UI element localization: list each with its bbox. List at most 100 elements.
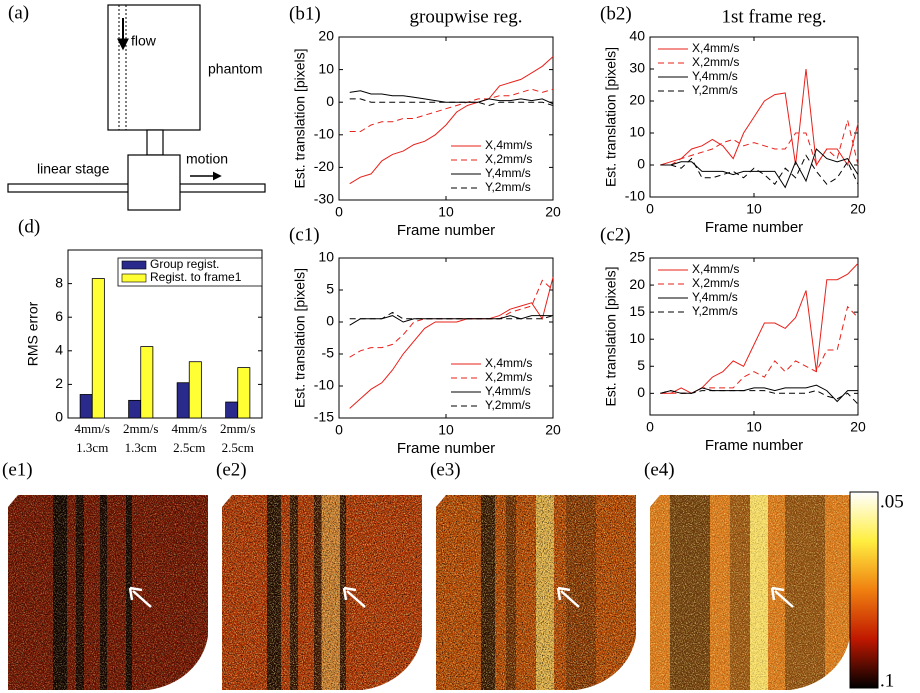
legend-label: X,4mm/s xyxy=(485,138,532,152)
bar xyxy=(91,278,105,419)
y-tick-label: 0 xyxy=(326,313,334,329)
stage-label: linear stage xyxy=(37,161,110,177)
x-tick-label: 10 xyxy=(438,422,454,438)
legend-label: Y,2mm/s xyxy=(485,180,531,194)
bar xyxy=(128,399,142,419)
series-line xyxy=(349,56,554,185)
y-tick-label: 0 xyxy=(637,384,645,400)
x-tick-label: 10 xyxy=(746,419,762,435)
y-tick-label: -15 xyxy=(314,409,334,425)
arrow-shaft xyxy=(346,590,366,608)
arrow-head xyxy=(342,586,357,601)
panel-label: (e1) xyxy=(2,459,33,480)
x-tick-label: 0 xyxy=(335,422,343,438)
y-tick-label: 20 xyxy=(629,92,645,108)
image-4 xyxy=(650,495,850,690)
series-line xyxy=(349,277,554,409)
x-tick-label: 4mm/s xyxy=(172,421,207,436)
y-axis-label: Est. translation [pixels] xyxy=(292,268,308,408)
legend-label: Y,4mm/s xyxy=(485,384,531,398)
legend-label: X,4mm/s xyxy=(692,262,739,276)
chart-title: groupwise reg. xyxy=(410,6,523,27)
x-tick-label: 0 xyxy=(646,201,654,217)
x-axis-label: Frame number xyxy=(705,219,803,236)
x-tick-label: 4mm/s xyxy=(75,421,110,436)
bar xyxy=(188,361,202,419)
legend-label: X,2mm/s xyxy=(692,276,739,290)
legend-label: Y,4mm/s xyxy=(692,69,738,83)
series-line xyxy=(660,390,859,405)
phantom-box xyxy=(107,4,201,131)
legend-label: X,2mm/s xyxy=(485,152,532,166)
bar xyxy=(79,394,93,419)
panel-label: (c1) xyxy=(289,224,320,245)
legend-swatch xyxy=(121,260,147,270)
bar xyxy=(237,367,251,419)
speckle-bright xyxy=(8,495,208,690)
legend-label: X,4mm/s xyxy=(692,41,739,55)
x-tick-sublabel: 2.5cm xyxy=(222,440,254,455)
x-tick-label: 2mm/s xyxy=(123,421,158,436)
setup-diagram: (a) flow phantom linear stage motion xyxy=(7,2,266,211)
x-axis-label: Frame number xyxy=(705,437,803,454)
image-3 xyxy=(436,495,636,690)
bar xyxy=(225,401,239,419)
y-tick-label: -10 xyxy=(314,126,334,142)
images: (e1) (e2) (e3) (e4) .05 .1 xyxy=(2,459,904,691)
connector xyxy=(146,129,164,156)
x-tick-sublabel: 1.3cm xyxy=(76,440,108,455)
legend-label: Group regist. xyxy=(150,257,219,271)
y-tick-label: 30 xyxy=(629,60,645,76)
panel-label: (e4) xyxy=(644,459,675,480)
y-tick-label: 10 xyxy=(318,249,334,265)
motion-label: motion xyxy=(186,151,228,167)
y-tick-label: -5 xyxy=(322,345,335,361)
y-tick-label: 10 xyxy=(629,330,645,346)
y-tick-label: 0 xyxy=(55,409,63,425)
series-line xyxy=(660,68,859,167)
panel-label: (b2) xyxy=(600,3,632,24)
x-tick-label: 20 xyxy=(545,422,561,438)
legend-label: Regist. to frame1 xyxy=(150,270,242,284)
arrow-shaft xyxy=(560,590,580,608)
y-tick-label: 20 xyxy=(629,276,645,292)
y-axis-label: Est. translation [pixels] xyxy=(603,47,619,187)
panel-label: (e2) xyxy=(216,459,247,480)
x-tick-label: 0 xyxy=(646,419,654,435)
y-tick-label: 10 xyxy=(629,124,645,140)
legend-label: Y,2mm/s xyxy=(692,304,738,318)
x-axis-label: Frame number xyxy=(397,440,495,457)
axes-box xyxy=(67,249,263,419)
y-tick-label: 25 xyxy=(629,249,645,265)
x-axis-label: Frame number xyxy=(397,222,495,239)
y-tick-label: 4 xyxy=(55,342,63,358)
speckle-bright xyxy=(436,495,636,690)
legend-swatch xyxy=(121,273,147,283)
panel-label: (b1) xyxy=(289,3,321,24)
arrow-head xyxy=(128,586,143,601)
speckle-bright xyxy=(650,495,850,690)
carriage xyxy=(127,154,181,211)
panel-label: (e3) xyxy=(430,459,461,480)
y-tick-label: 2 xyxy=(55,375,63,391)
y-axis-label: RMS error xyxy=(25,301,41,366)
panel-label: (a) xyxy=(8,2,29,23)
chart-title: 1st frame reg. xyxy=(722,6,827,27)
y-tick-label: -20 xyxy=(314,158,334,174)
x-tick-label: 0 xyxy=(335,204,343,220)
legend-label: Y,4mm/s xyxy=(485,166,531,180)
legend-label: X,2mm/s xyxy=(692,55,739,69)
y-tick-label: 15 xyxy=(629,303,645,319)
flow-label: flow xyxy=(131,33,157,49)
legend-label: X,4mm/s xyxy=(485,356,532,370)
y-tick-label: 6 xyxy=(55,308,63,324)
colorbar xyxy=(849,491,879,689)
arrow-shaft xyxy=(132,590,152,608)
x-tick-label: 2mm/s xyxy=(220,421,255,436)
x-tick-label: 10 xyxy=(746,201,762,217)
colorbar-label: .05 xyxy=(880,491,904,512)
panel-label: (d) xyxy=(18,216,40,237)
